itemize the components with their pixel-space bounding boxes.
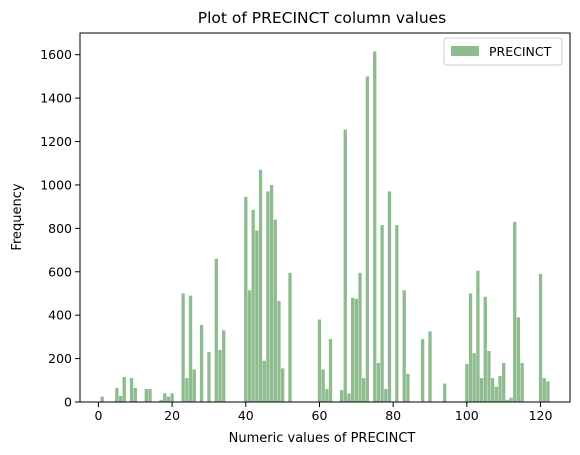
histogram-bar [362, 378, 365, 402]
histogram-bar [380, 225, 383, 402]
histogram-bar [384, 389, 387, 402]
y-tick-label: 800 [48, 221, 72, 236]
histogram-bar [498, 376, 501, 402]
histogram-bar [263, 361, 266, 402]
histogram-bar [395, 225, 398, 402]
chart-title: Plot of PRECINCT column values [198, 9, 447, 27]
y-tick-label: 1600 [40, 47, 72, 62]
legend-label: PRECINCT [489, 44, 552, 59]
histogram-bar [473, 353, 476, 402]
histogram-bar [377, 363, 380, 402]
y-tick-label: 600 [48, 264, 72, 279]
x-tick-label: 20 [164, 408, 180, 423]
histogram-bar [193, 369, 196, 402]
histogram-bar [406, 374, 409, 402]
histogram-bar [520, 363, 523, 402]
histogram-bar [476, 271, 479, 402]
histogram-bar [274, 220, 277, 402]
histogram-bar [119, 396, 122, 402]
x-tick-label: 100 [455, 408, 479, 423]
histogram-bar [318, 320, 321, 402]
histogram-bar [443, 384, 446, 402]
histogram-bar [222, 330, 225, 402]
histogram-bar [325, 389, 328, 402]
x-axis-label: Numeric values of PRECINCT [229, 431, 416, 446]
y-tick-label: 1200 [40, 134, 72, 149]
histogram-bar [281, 368, 284, 402]
histogram-bar [344, 130, 347, 402]
histogram-bar [340, 390, 343, 402]
histogram-bar [207, 352, 210, 402]
y-tick-label: 400 [48, 308, 72, 323]
histogram-bar [495, 387, 498, 402]
histogram-bar [185, 378, 188, 402]
y-axis-label: Frequency [10, 183, 25, 250]
histogram-bar [259, 170, 262, 402]
histogram-bar [218, 350, 221, 402]
histogram-bar [351, 298, 354, 402]
histogram-bar [148, 389, 151, 402]
histogram-bar [255, 231, 258, 402]
histogram-bar [355, 299, 358, 402]
y-tick-label: 1400 [40, 91, 72, 106]
x-tick-label: 60 [312, 408, 328, 423]
y-tick-label: 0 [64, 395, 72, 410]
histogram-bar [266, 191, 269, 402]
histogram-bar [513, 222, 516, 402]
x-tick-label: 0 [94, 408, 102, 423]
histogram-bar [388, 191, 391, 402]
y-tick-label: 1000 [40, 177, 72, 192]
histogram-bar [373, 51, 376, 402]
histogram-bar [480, 378, 483, 402]
histogram-bar [487, 351, 490, 402]
histogram-bar [428, 331, 431, 402]
histogram-bar [248, 290, 251, 402]
x-tick-label: 120 [529, 408, 553, 423]
histogram-bar [465, 364, 468, 402]
histogram-bar [517, 317, 520, 402]
histogram-bar [502, 363, 505, 402]
histogram-bar [215, 259, 218, 402]
histogram-bar [244, 197, 247, 402]
histogram-bar [100, 397, 103, 402]
histogram-bar [366, 76, 369, 402]
histogram-bar [189, 296, 192, 402]
histogram-bar [200, 325, 203, 402]
histogram-bar [469, 293, 472, 402]
histogram-bar [509, 398, 512, 402]
histogram-bar [115, 388, 118, 402]
x-tick-label: 40 [238, 408, 254, 423]
histogram-bar [539, 274, 542, 402]
histogram-bar [182, 293, 185, 402]
legend: PRECINCT [444, 38, 562, 65]
histogram-bar [358, 273, 361, 402]
y-tick-label: 200 [48, 351, 72, 366]
histogram-bar [329, 339, 332, 402]
histogram-bar [170, 393, 173, 402]
histogram-bar [167, 397, 170, 402]
histogram-bar [252, 210, 255, 402]
histogram-bar [277, 301, 280, 402]
histogram-bar [130, 378, 133, 402]
histogram-bar [403, 290, 406, 402]
histogram-bar [288, 273, 291, 402]
x-tick-label: 80 [385, 408, 401, 423]
legend-swatch [451, 46, 479, 56]
histogram-bar [347, 393, 350, 402]
histogram-bar [145, 389, 148, 402]
histogram-bar [421, 339, 424, 402]
bars-group [100, 51, 549, 402]
histogram-bar [491, 378, 494, 402]
histogram-bar [270, 185, 273, 402]
histogram-bar [134, 388, 137, 402]
plot-frame [80, 33, 570, 402]
histogram-bar [322, 369, 325, 402]
histogram-bar [546, 381, 549, 402]
histogram-bar [484, 297, 487, 402]
histogram-bar [163, 393, 166, 402]
histogram-bar [123, 377, 126, 402]
histogram-bar [543, 378, 546, 402]
